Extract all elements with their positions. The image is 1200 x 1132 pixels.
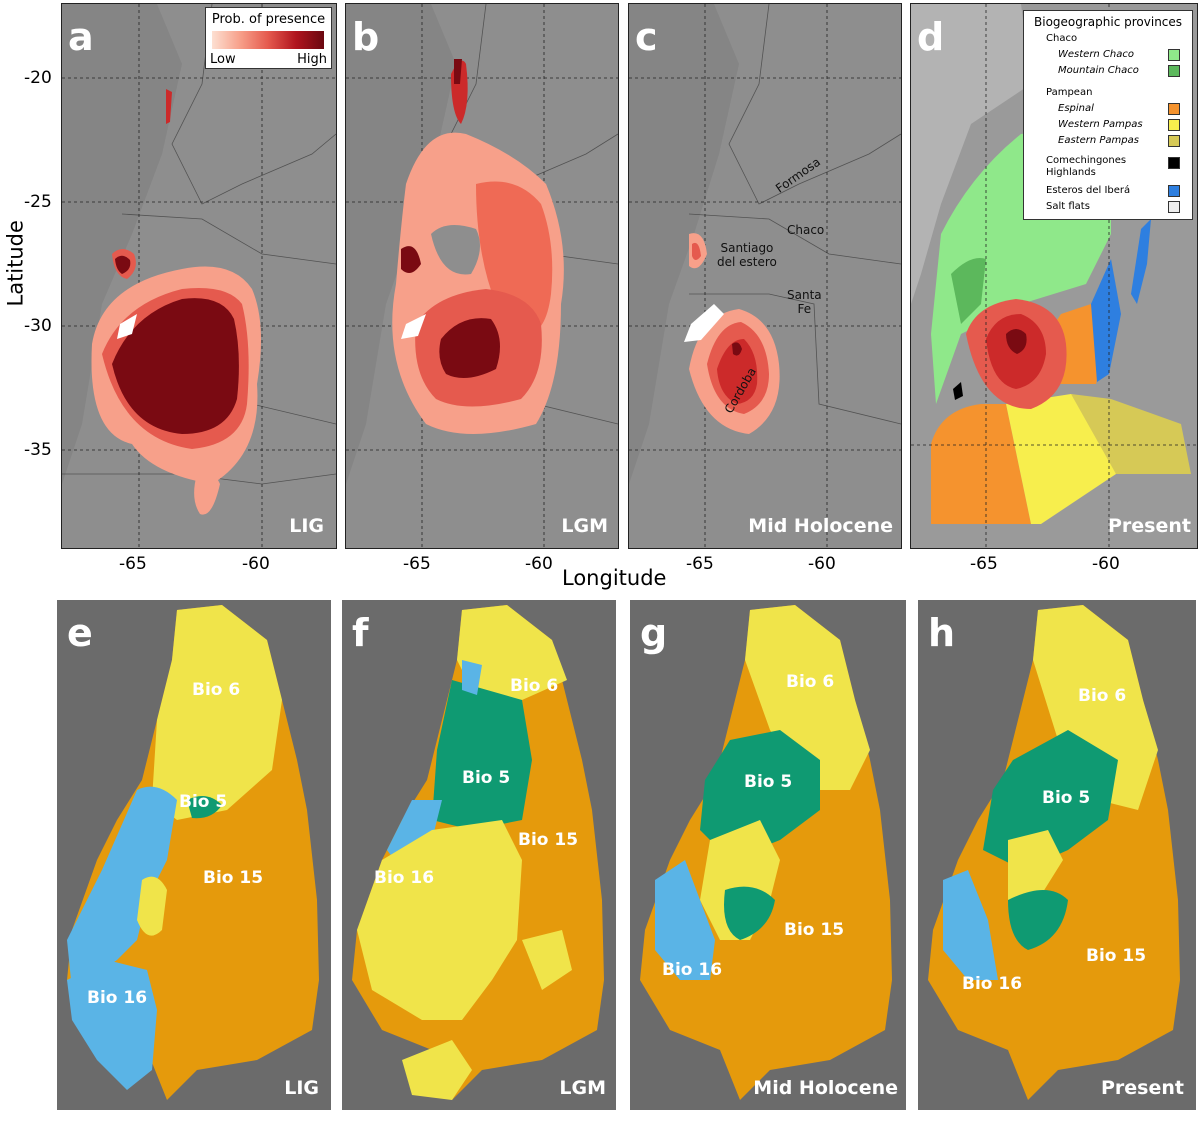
bio-panel-mid-holocene: g Mid Holocene Bio 6 Bio 5 Bio 15 Bio 16 bbox=[630, 600, 906, 1110]
legend-group-chaco: Chaco bbox=[1046, 33, 1078, 44]
y-tick-label: -30 bbox=[24, 316, 52, 336]
y-axis-title: Latitude bbox=[3, 220, 28, 307]
x-tick-label: -60 bbox=[242, 554, 270, 574]
distribution-map-mid-holocene bbox=[629, 4, 901, 548]
prob-legend-high: High bbox=[297, 52, 327, 67]
x-tick-label: -60 bbox=[525, 554, 553, 574]
bio-label-16: Bio 16 bbox=[87, 988, 148, 1008]
x-tick-label: -65 bbox=[686, 554, 714, 574]
bio-label-16: Bio 16 bbox=[374, 868, 435, 888]
biogeo-legend-title: Biogeographic provinces bbox=[1034, 15, 1183, 29]
bio-panel-present: h Present Bio 6 Bio 5 Bio 15 Bio 16 bbox=[918, 600, 1196, 1110]
bio-label-6: Bio 6 bbox=[192, 680, 241, 700]
legend-item-mountain-chaco: Mountain Chaco bbox=[1058, 65, 1139, 76]
legend-swatch bbox=[1168, 103, 1180, 115]
bioclim-map-mid-holocene bbox=[640, 605, 892, 1100]
period-label: Present bbox=[1108, 515, 1191, 537]
x-tick-label: -65 bbox=[970, 554, 998, 574]
bio-panel-lgm: f LGM Bio 6 Bio 5 Bio 15 Bio 16 bbox=[342, 600, 616, 1110]
panel-letter: g bbox=[640, 611, 668, 655]
legend-group-pampean: Pampean bbox=[1046, 87, 1093, 98]
bio-label-15: Bio 15 bbox=[518, 830, 579, 850]
legend-item-western-chaco: Western Chaco bbox=[1058, 49, 1135, 60]
bio-label-15: Bio 15 bbox=[784, 920, 845, 940]
bio-label-15: Bio 15 bbox=[1086, 946, 1147, 966]
panel-letter: f bbox=[352, 611, 369, 655]
bio-label-16: Bio 16 bbox=[662, 960, 723, 980]
period-label: LGM bbox=[561, 515, 608, 537]
bio-label-5: Bio 5 bbox=[744, 772, 793, 792]
x-tick-label: -60 bbox=[808, 554, 836, 574]
legend-item-western-pampas: Western Pampas bbox=[1058, 119, 1143, 130]
bioclim-map-lig bbox=[67, 605, 319, 1100]
biogeographic-legend: Biogeographic provinces Chaco Western Ch… bbox=[1023, 10, 1193, 220]
panel-letter: h bbox=[928, 611, 956, 655]
bio-label-5: Bio 5 bbox=[462, 768, 511, 788]
panel-letter: c bbox=[635, 15, 658, 59]
y-tick-label: -20 bbox=[24, 68, 52, 88]
panel-letter: a bbox=[68, 15, 94, 59]
period-label: LGM bbox=[559, 1077, 606, 1099]
legend-item-esteros: Esteros del Iberá bbox=[1046, 185, 1131, 196]
region-label-santa-fe: Santa Fe bbox=[787, 288, 822, 316]
map-panel-lgm: b LGM bbox=[345, 3, 619, 549]
bio-label-15: Bio 15 bbox=[203, 868, 264, 888]
legend-swatch bbox=[1168, 185, 1180, 197]
x-tick-label: -65 bbox=[119, 554, 147, 574]
bio-label-6: Bio 6 bbox=[510, 676, 559, 696]
map-panel-lig: a LIG Prob. of presence Low High bbox=[61, 3, 337, 549]
bio-label-6: Bio 6 bbox=[1078, 686, 1127, 706]
distribution-map-lig bbox=[62, 4, 336, 548]
bioclim-map-lgm bbox=[352, 605, 604, 1100]
map-panel-present: d Present Biogeographic provinces Chaco … bbox=[910, 3, 1198, 549]
bio-label-5: Bio 5 bbox=[1042, 788, 1091, 808]
map-panel-mid-holocene: c Mid Holocene Formosa Chaco Santiago de… bbox=[628, 3, 902, 549]
legend-item-eastern-pampas: Eastern Pampas bbox=[1058, 135, 1139, 146]
prob-legend-low: Low bbox=[210, 52, 236, 67]
period-label: LIG bbox=[289, 515, 324, 537]
legend-swatch bbox=[1168, 201, 1180, 213]
panel-letter: e bbox=[67, 611, 93, 655]
period-label: Mid Holocene bbox=[753, 1077, 898, 1099]
bio-label-16: Bio 16 bbox=[962, 974, 1023, 994]
legend-swatch bbox=[1168, 65, 1180, 77]
period-label: Present bbox=[1101, 1077, 1184, 1099]
prob-legend-title: Prob. of presence bbox=[211, 12, 326, 27]
bio-label-6: Bio 6 bbox=[786, 672, 835, 692]
y-tick-label: -35 bbox=[24, 440, 52, 460]
legend-swatch bbox=[1168, 157, 1180, 169]
x-tick-label: -65 bbox=[403, 554, 431, 574]
bioclim-map-present bbox=[928, 605, 1180, 1100]
period-label: LIG bbox=[284, 1077, 319, 1099]
prob-colorbar bbox=[212, 31, 324, 49]
x-axis-title: Longitude bbox=[562, 566, 667, 590]
legend-swatch bbox=[1168, 49, 1180, 61]
panel-letter: d bbox=[917, 15, 945, 59]
region-label-chaco: Chaco bbox=[787, 223, 825, 237]
x-tick-label: -60 bbox=[1092, 554, 1120, 574]
distribution-map-lgm bbox=[346, 4, 618, 548]
y-tick-label: -25 bbox=[24, 192, 52, 212]
bio-panel-lig: e LIG Bio 6 Bio 5 Bio 15 Bio 16 bbox=[57, 600, 331, 1110]
region-label-santiago: Santiago del estero bbox=[717, 241, 777, 269]
legend-swatch bbox=[1168, 135, 1180, 147]
bio-label-5: Bio 5 bbox=[179, 792, 228, 812]
period-label: Mid Holocene bbox=[748, 515, 893, 537]
probability-legend: Prob. of presence Low High bbox=[205, 7, 332, 69]
legend-swatch bbox=[1168, 119, 1180, 131]
legend-item-comechingones: Comechingones Highlands bbox=[1046, 155, 1127, 178]
legend-item-espinal: Espinal bbox=[1058, 103, 1094, 114]
panel-letter: b bbox=[352, 15, 380, 59]
legend-item-salt-flats: Salt flats bbox=[1046, 201, 1090, 212]
